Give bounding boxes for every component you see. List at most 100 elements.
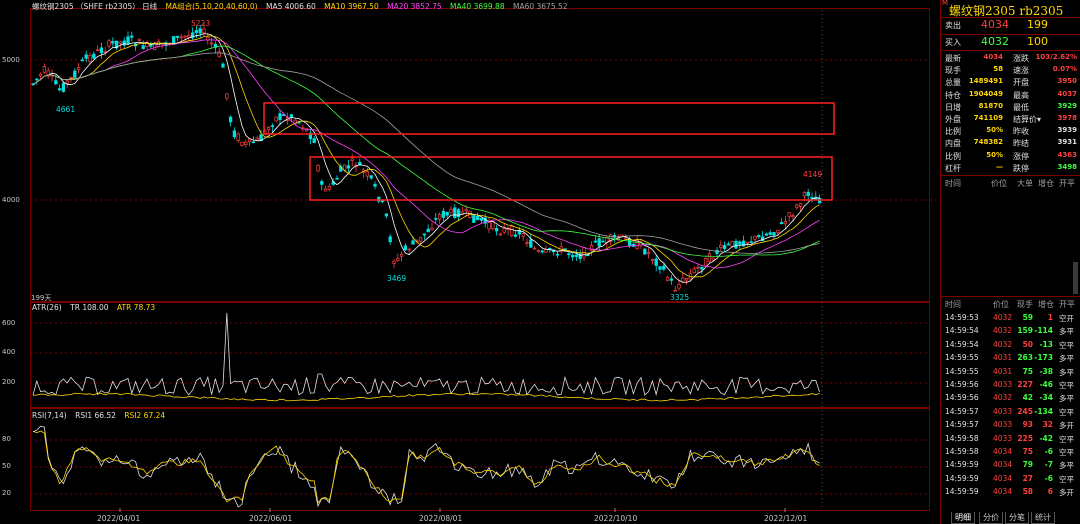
tick-oi-change: -114 <box>1034 326 1053 336</box>
ma10-label: MA10 3967.50 <box>324 2 379 11</box>
atr-panel[interactable] <box>30 302 930 408</box>
tick-row[interactable]: 14:59:59 4034 27 -6 空平 <box>943 474 1079 487</box>
candle-body <box>764 233 769 236</box>
tick-row[interactable]: 14:59:54 4032 159 -114 多平 <box>943 326 1079 339</box>
candle-body <box>293 119 297 125</box>
tick-row[interactable]: 14:59:56 4033 227 -46 空平 <box>943 380 1079 393</box>
price-panel[interactable] <box>30 8 930 302</box>
candle-body <box>510 225 514 237</box>
hdr1-price: 价位 <box>991 179 1007 188</box>
highlight-box-upper <box>263 102 835 135</box>
candle-body <box>434 217 438 220</box>
candle-body <box>494 228 499 232</box>
candle-body <box>228 116 233 123</box>
tick-type: 空平 <box>1059 381 1074 390</box>
candle-body <box>411 240 415 245</box>
candle-body <box>396 257 400 261</box>
candle-body <box>662 265 666 270</box>
tick-row[interactable]: 14:59:54 4032 50 -13 空平 <box>943 340 1079 353</box>
quote-label: 现手 <box>945 66 961 76</box>
ma-group-label: MA组合(5,10,20,40,60,0) <box>165 2 258 11</box>
quote-label: 比例 <box>945 151 961 161</box>
quote-row: 日增 81870 最低 3929 <box>943 102 1079 114</box>
quote-value: 4034 <box>983 53 1003 61</box>
quote-label: 最低 <box>1013 102 1029 112</box>
tick-row[interactable]: 14:59:57 4033 93 32 多开 <box>943 420 1079 433</box>
tick-time: 14:59:55 <box>945 353 979 363</box>
candle-body <box>111 41 115 44</box>
candle-body <box>126 36 130 44</box>
quote-row: 总量 1489491 开盘 3950 <box>943 77 1079 89</box>
candle-body <box>779 222 784 225</box>
quote-value: 3950 <box>1057 77 1077 86</box>
days-label: 199天 <box>31 294 52 302</box>
sell-row[interactable]: 卖出 4034 199 <box>943 18 1079 33</box>
atr-y-400: 400 <box>2 348 16 356</box>
quote-row: 外盘 741109 结算价▾ 3978 <box>943 114 1079 126</box>
tick-oi-change: -38 <box>1039 366 1053 376</box>
tick-row[interactable]: 14:59:58 4033 225 -42 空平 <box>943 434 1079 447</box>
quote-label: 昨结 <box>1013 139 1029 149</box>
candle-body <box>597 238 601 247</box>
tick-row[interactable]: 14:59:55 4031 75 -38 多平 <box>943 367 1079 380</box>
tick-row[interactable]: 14:59:56 4032 42 -34 多平 <box>943 393 1079 406</box>
quote-label: 速涨 <box>1013 66 1029 76</box>
tab-1[interactable]: 分价 <box>979 512 1003 524</box>
tick-row[interactable]: 14:59:59 4034 79 -7 多平 <box>943 460 1079 473</box>
tick-row[interactable]: 14:59:55 4031 263 -173 多平 <box>943 353 1079 366</box>
candle-body <box>574 254 579 257</box>
hdr1-vol: 大单 <box>1017 179 1033 188</box>
annotation-low-4661: 4661 <box>56 105 76 114</box>
candle-body <box>57 88 62 91</box>
candle-body <box>407 248 411 251</box>
candle-body <box>388 236 392 243</box>
tab-0[interactable]: 明细 <box>951 512 975 524</box>
candle-body <box>320 181 324 185</box>
tab-3[interactable]: 统计 <box>1031 512 1055 524</box>
quote-value: 741109 <box>973 114 1003 122</box>
rsi2-line <box>32 430 820 504</box>
candle-body <box>266 126 271 131</box>
candle-body <box>392 260 396 264</box>
candle-body <box>122 40 126 46</box>
candle-body <box>776 229 780 233</box>
quote-value: 58 <box>993 65 1003 74</box>
tick-row[interactable]: 14:59:57 4033 245 -134 空平 <box>943 407 1079 420</box>
tick-volume: 263 <box>1017 353 1033 363</box>
candle-body <box>65 80 69 84</box>
candle-body <box>46 70 50 77</box>
candle-body <box>445 212 449 216</box>
quote-label: 开盘 <box>1013 78 1029 88</box>
candle-body <box>373 183 377 187</box>
candle-body <box>449 208 453 213</box>
tick-type: 空开 <box>1059 314 1074 323</box>
quote-label: 涨停 <box>1013 151 1029 161</box>
tick-type: 多开 <box>1059 488 1074 498</box>
candle-body <box>35 78 39 81</box>
scrollbar[interactable] <box>1073 262 1078 294</box>
rsi-panel[interactable] <box>30 408 930 511</box>
candle-body <box>323 188 328 192</box>
y-label-5000: 5000 <box>2 56 20 64</box>
quote-value: 3498 <box>1057 162 1077 171</box>
candle-body <box>335 177 339 180</box>
candle-body <box>327 185 332 190</box>
buy-row[interactable]: 买入 4032 100 <box>943 35 1079 50</box>
big-order-header: 时间 价位 大单 增仓 开平 <box>943 178 1079 190</box>
candle-body <box>635 239 639 250</box>
tab-2[interactable]: 分笔 <box>1005 512 1029 524</box>
quote-row: 比例 50% 涨停 4363 <box>943 151 1079 163</box>
tick-volume: 79 <box>1022 460 1033 470</box>
tick-row[interactable]: 14:59:59 4034 58 6 多开 <box>943 487 1079 500</box>
quote-value: 50% <box>986 126 1003 135</box>
tick-time: 14:59:58 <box>945 433 979 443</box>
candle-body <box>183 35 187 38</box>
quote-panel: M 螺纹钢2305 rb2305 卖出 4034 199 买入 4032 100… <box>940 0 1080 524</box>
tick-row[interactable]: 14:59:58 4034 75 -6 空平 <box>943 447 1079 460</box>
tick-row[interactable]: 14:59:53 4032 59 1 空开 <box>943 313 1079 326</box>
tick-type: 多平 <box>1059 354 1074 364</box>
candle-body <box>464 209 468 212</box>
tick-price: 4034 <box>993 447 1013 456</box>
candle-body <box>567 253 571 255</box>
